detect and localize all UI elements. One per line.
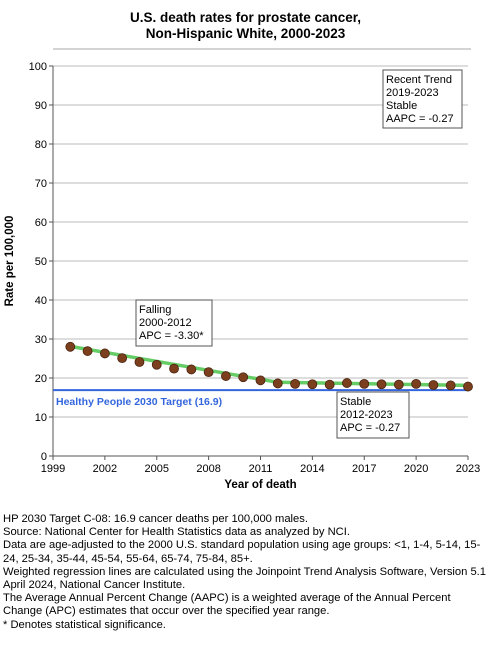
footnote-aapc: The Average Annual Percent Change (AAPC)…: [3, 592, 451, 618]
annotation-border: [336, 391, 410, 439]
x-tick-label: 2020: [404, 463, 428, 475]
chart-title-line-2: Non-Hispanic White, 2000-2023: [145, 26, 346, 41]
data-point: [203, 367, 214, 378]
data-point: [463, 381, 473, 392]
y-tick-label: 90: [35, 100, 47, 112]
data-point: [376, 379, 387, 390]
footnote-significance: * Denotes statistical significance.: [3, 618, 166, 631]
footnote-source: Source: National Center for Health Stati…: [3, 526, 350, 539]
annotation-line: Stable: [340, 396, 371, 408]
data-point: [411, 378, 422, 389]
x-tick-label: 2005: [145, 463, 169, 475]
annotation-line: APC = -3.30*: [139, 330, 204, 342]
y-tick-label: 70: [35, 178, 47, 190]
annotation-line: APC = -0.27: [340, 422, 400, 434]
x-tick-label: 2023: [456, 463, 480, 475]
data-point: [151, 359, 162, 370]
y-tick-label: 80: [35, 139, 47, 151]
footnote-joinpoint: Weighted regression lines are calculated…: [3, 565, 486, 592]
data-point: [272, 378, 283, 389]
data-point: [65, 341, 76, 352]
footnotes: HP 2030 Target C-08: 16.9 cancer deaths …: [3, 513, 489, 632]
annotation-line: Stable: [386, 100, 417, 112]
y-tick-label: 30: [35, 334, 47, 346]
annotation-line: 2012-2023: [340, 409, 393, 421]
data-point: [307, 379, 318, 390]
data-point: [428, 380, 439, 390]
x-tick-label: 2014: [300, 463, 324, 475]
data-point: [342, 378, 352, 388]
data-point: [445, 380, 456, 391]
data-point: [324, 379, 335, 390]
y-tick-label: 20: [35, 373, 47, 385]
y-tick-label: 100: [29, 61, 47, 73]
x-tick-label: 1999: [41, 463, 65, 475]
data-point: [221, 371, 231, 381]
x-axis-label: Year of death: [224, 479, 296, 491]
data-point: [290, 378, 300, 389]
annotation-line: 2019-2023: [386, 87, 439, 99]
data-point: [186, 364, 197, 375]
annotation-border: [382, 69, 463, 129]
data-point: [359, 378, 370, 389]
footnote-target: HP 2030 Target C-08: 16.9 cancer deaths …: [3, 513, 308, 525]
footnote-age-adjust: Data are age-adjusted to the 2000 U.S. s…: [3, 539, 481, 565]
annotation-line: 2000-2012: [139, 317, 192, 329]
chart-title-line-1: U.S. death rates for prostate cancer,: [129, 10, 362, 25]
y-tick-label: 50: [35, 256, 47, 268]
x-tick-label: 2011: [249, 463, 273, 475]
x-tick-label: 2008: [196, 463, 220, 475]
data-point: [255, 375, 266, 386]
chart-svg: 0 10 20 30 40 50 60 70 80 90 100 1999 2002 2005 2008 20…: [4, 48, 480, 491]
y-axis-label: Rate per 100,000: [4, 216, 16, 307]
annotation-line: Falling: [139, 304, 171, 316]
data-point: [238, 372, 249, 383]
data-point: [134, 357, 145, 367]
data-point: [99, 348, 110, 359]
y-tick-label: 40: [35, 295, 47, 307]
data-point: [393, 379, 404, 390]
data-point: [169, 363, 179, 374]
trend-line: [277, 380, 469, 388]
x-tick-label: 2002: [93, 463, 117, 475]
y-tick-label: 10: [35, 412, 47, 424]
annotation-border: [135, 299, 213, 347]
x-tick-label: 2017: [352, 463, 376, 475]
data-point: [82, 346, 93, 356]
data-point: [117, 353, 128, 364]
y-tick-label: 60: [35, 217, 47, 229]
annotation-line: AAPC = -0.27: [386, 113, 454, 125]
chart-title: U.S. death rates for prostate cancer, No…: [0, 10, 491, 42]
y-tick-label: 0: [41, 451, 47, 463]
target-label: Healthy People 2030 Target (16.9): [56, 396, 222, 408]
annotation-line: Recent Trend: [386, 74, 452, 86]
